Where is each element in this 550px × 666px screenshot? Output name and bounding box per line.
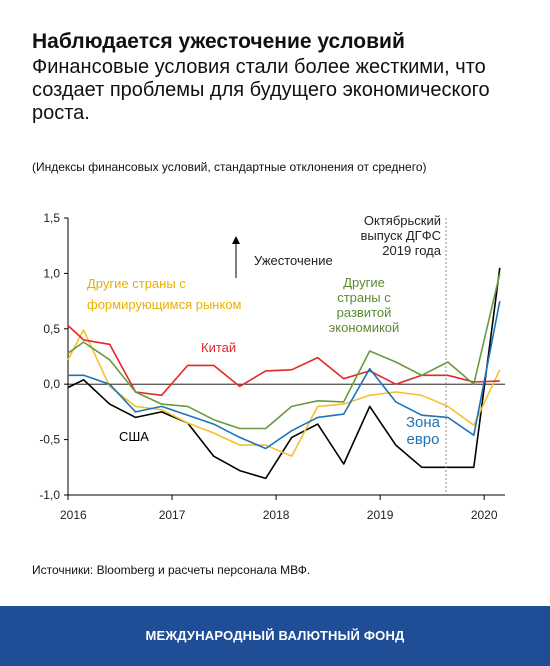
label-ez-2: евро [407,431,440,448]
label-ae-2: страны с [337,290,391,305]
label-ez-1: Зона [406,414,441,431]
chart-note: (Индексы финансовых условий, стандартные… [32,160,427,174]
series-line-2 [67,324,500,397]
x-tick-label: 2016 [60,508,87,522]
x-tick-label: 2020 [471,508,498,522]
source-note: Источники: Bloomberg и расчеты персонала… [32,563,311,577]
x-tick-label: 2019 [367,508,394,522]
series-line-1 [67,329,501,458]
label-em-2: формирующимся рынком [87,297,242,312]
label-tightening: Ужесточение [254,253,333,268]
tightening-arrowhead-icon [232,236,240,244]
footer-org-name: МЕЖДУНАРОДНЫЙ ВАЛЮТНЫЙ ФОНД [145,628,405,643]
series-line-0 [67,267,501,480]
label-usa: США [119,429,149,444]
x-tick-label: 2018 [263,508,290,522]
y-tick-label: 1,0 [43,266,60,280]
series-line-3 [67,273,501,430]
chart-series [67,267,501,480]
label-ae-3: развитой [337,305,392,320]
label-ae-4: экономикой [329,320,400,335]
y-tick-label: -0,5 [39,433,60,447]
label-gfsr-3: 2019 года [382,243,442,258]
label-ae-1: Другие [343,275,385,290]
label-china: Китай [201,340,236,355]
label-gfsr-2: выпуск ДГФС [360,228,441,243]
page-title: Наблюдается ужесточение условий [32,30,405,53]
label-gfsr-1: Октябрьский [364,213,441,228]
y-tick-label: 1,5 [43,211,60,225]
y-tick-label: 0,0 [43,377,60,391]
page-subtitle: Финансовые условия стали более жесткими,… [32,56,490,124]
chart-axes [67,218,505,496]
footer-bar: МЕЖДУНАРОДНЫЙ ВАЛЮТНЫЙ ФОНД [0,606,550,666]
x-tick-label: 2017 [159,508,186,522]
y-tick-label: -1,0 [39,488,60,502]
series-line-4 [68,300,501,450]
y-tick-label: 0,5 [43,322,60,336]
label-em-1: Другие страны с [87,276,186,291]
